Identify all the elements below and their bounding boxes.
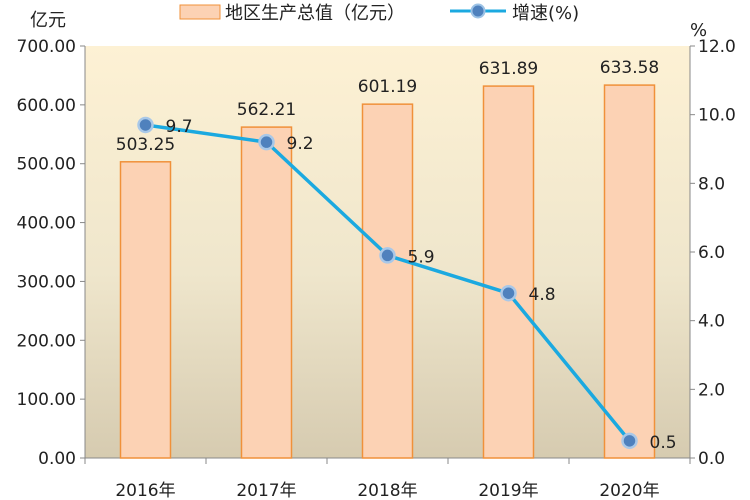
left-tick-label: 200.00 <box>17 331 76 351</box>
line-value-label: 5.9 <box>408 247 435 267</box>
legend-label-line: 增速(%) <box>512 3 579 24</box>
line-point <box>137 116 154 134</box>
line-point <box>258 133 275 151</box>
left-tick-label: 600.00 <box>17 96 76 116</box>
line-value-label: 9.7 <box>166 117 193 137</box>
x-tick-label: 2018年 <box>357 481 417 500</box>
left-tick-label: 400.00 <box>17 214 76 234</box>
left-tick-label: 0.00 <box>38 449 76 469</box>
bar-value-label: 631.89 <box>479 59 538 79</box>
legend: 地区生产总值（亿元） 增速(%) <box>179 3 579 24</box>
line-value-label: 0.5 <box>650 433 677 453</box>
left-axis-unit: 亿元 <box>30 10 66 31</box>
bar-value-label: 562.21 <box>237 100 296 120</box>
right-tick-label: 10.0 <box>698 106 736 126</box>
bar <box>482 85 535 459</box>
bar <box>119 161 172 459</box>
bar-value-labels: 503.25 562.21 601.19 631.89 633.58 <box>116 58 659 155</box>
x-axis-ticks: 2016年 2017年 2018年 2019年 2020年 <box>84 458 691 500</box>
line-point <box>621 432 638 450</box>
bar-value-label: 601.19 <box>358 77 417 97</box>
line-value-labels: 9.7 9.2 5.9 4.8 0.5 <box>166 117 677 453</box>
right-tick-label: 8.0 <box>698 174 725 194</box>
bar-series <box>119 84 656 459</box>
line-point <box>379 247 396 264</box>
bar <box>361 103 414 459</box>
left-tick-label: 100.00 <box>17 390 76 410</box>
bar-value-label: 503.25 <box>116 135 175 155</box>
x-tick-label: 2017年 <box>236 481 296 500</box>
right-axis-ticks: 0.0 2.0 4.0 6.0 8.0 10.0 12.0 <box>690 37 736 469</box>
line-value-label: 9.2 <box>287 134 314 154</box>
line-point <box>500 284 517 302</box>
legend-swatch-marker <box>470 3 486 19</box>
bar-value-label: 633.58 <box>600 58 659 78</box>
legend-swatch-bar <box>179 4 221 20</box>
left-tick-label: 500.00 <box>17 155 76 175</box>
right-tick-label: 6.0 <box>698 243 725 263</box>
x-tick-label: 2019年 <box>478 481 538 500</box>
left-tick-label: 700.00 <box>17 37 76 57</box>
right-tick-label: 4.0 <box>698 312 725 332</box>
x-tick-label: 2020年 <box>599 481 659 500</box>
bar <box>603 84 656 459</box>
line-value-label: 4.8 <box>529 285 556 305</box>
left-tick-label: 300.00 <box>17 272 76 292</box>
right-axis-unit: % <box>690 20 707 41</box>
right-tick-label: 0.0 <box>698 449 725 469</box>
left-axis-ticks: 0.00 100.00 200.00 300.00 400.00 500.00 600.00… <box>17 37 85 469</box>
bar <box>240 126 293 459</box>
right-tick-label: 2.0 <box>698 380 725 400</box>
legend-label-bar: 地区生产总值（亿元） <box>225 3 405 24</box>
line-series <box>137 116 638 450</box>
x-tick-label: 2016年 <box>115 481 175 500</box>
right-tick-label: 12.0 <box>698 37 736 57</box>
